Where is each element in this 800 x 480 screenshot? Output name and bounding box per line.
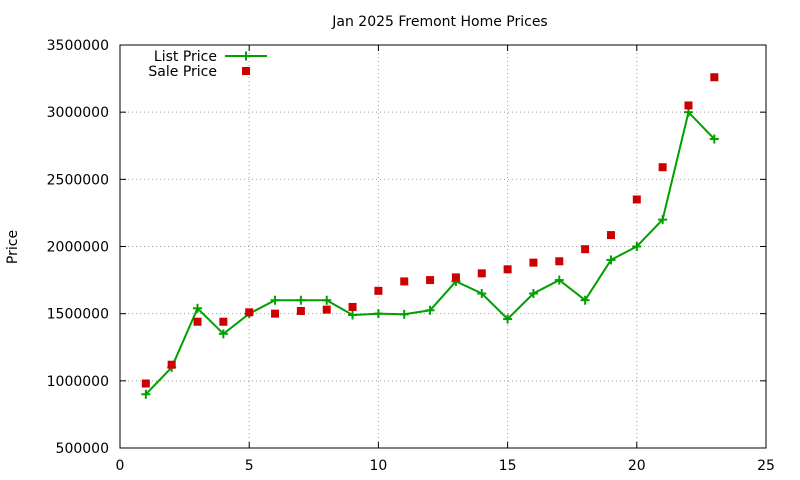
sale-price-point [193,317,202,326]
y-tick-label: 2500000 [47,172,109,188]
list-price-point [503,314,513,324]
list-price-point [528,289,538,299]
x-tick-label: 0 [116,458,125,474]
list-price-point [425,305,435,315]
sale-price-point [581,245,590,254]
sale-price-point [503,265,512,274]
sale-price-point [400,277,409,286]
list-price-point [554,275,564,285]
y-tick-label: 3500000 [47,38,109,54]
sale-price-point [271,309,280,318]
x-tick-label: 5 [245,458,254,474]
x-tick-label: 25 [757,458,775,474]
list-price-line [145,110,716,395]
y-tick-label: 1500000 [47,307,109,323]
list-price-point [270,295,280,305]
list-price-point [580,295,590,305]
sale-price-point [529,258,538,267]
sale-price-point [658,163,667,172]
sale-price-point [167,360,176,369]
sale-price-point [555,257,564,266]
grid [120,45,766,448]
list-price-point [477,289,487,299]
list-price-point [296,295,306,305]
legend-label-sale-price: Sale Price [148,64,217,80]
list-price-point [632,242,642,251]
list-price-point [606,255,616,265]
y-axis-label: Price [5,230,21,264]
list-price-point [399,309,409,319]
list-price-point [658,215,668,225]
list-price-point [709,134,719,144]
sale-price-point [296,306,305,315]
series [141,73,719,399]
sale-price-point [426,276,435,285]
list-price-point [193,303,203,313]
x-tick-label: 10 [369,458,387,474]
chart-title: Jan 2025 Fremont Home Prices [331,14,547,30]
y-tick-label: 500000 [56,441,109,457]
x-tick-label: 15 [499,458,517,474]
sale-price-point [245,308,254,317]
list-price-point [322,295,332,305]
sale-price-point [374,286,383,295]
sale-price-point [477,269,486,278]
list-price-point [373,309,383,319]
list-price-point [141,389,151,399]
legend-marker-sale-price [242,67,250,75]
sale-price-point [684,101,693,110]
sale-price-point [451,273,460,282]
x-tick-label: 20 [628,458,646,474]
y-tick-label: 3000000 [47,105,109,121]
sale-price-point [710,73,719,82]
sale-price-point [348,302,357,311]
sale-price-point [322,305,331,314]
list-price-point [348,310,358,320]
sale-price-point [606,231,615,240]
sale-price-point [141,379,150,388]
legend: List Price Sale Price [148,49,267,80]
y-tick-label: 2000000 [47,240,109,256]
legend-label-list-price: List Price [154,49,217,65]
y-tick-label: 1000000 [47,374,109,390]
sale-price-point [632,195,641,204]
list-price-point [218,329,228,339]
axis-ticks: 0 5 10 15 20 25 500000 1000000 1500000 2000000 250… [47,38,775,474]
sale-price-point [219,317,228,326]
